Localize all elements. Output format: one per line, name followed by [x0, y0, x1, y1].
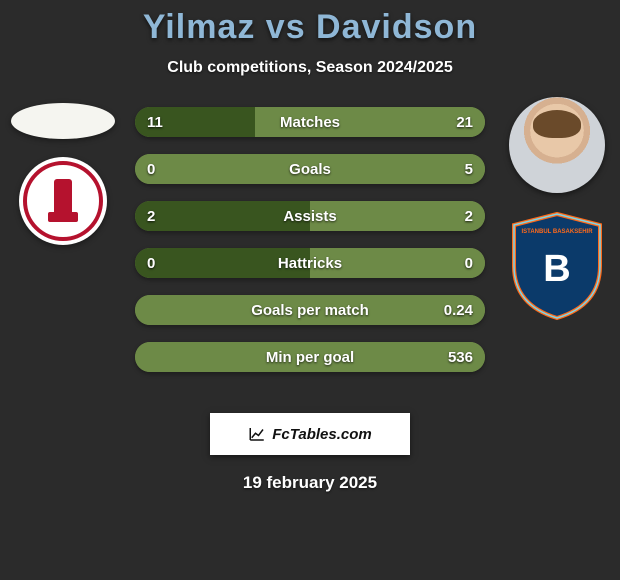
stat-row: 22Assists: [135, 201, 485, 231]
right-player-avatar: [509, 97, 605, 193]
stat-value-left: 0: [147, 255, 155, 272]
stat-value-left: 2: [147, 208, 155, 225]
stat-row: 05Goals: [135, 154, 485, 184]
page-subtitle: Club competitions, Season 2024/2025: [0, 59, 620, 77]
left-player-avatar: [11, 103, 115, 139]
stat-value-right: 5: [465, 161, 473, 178]
left-club-badge: [19, 157, 107, 245]
stat-value-right: 2: [465, 208, 473, 225]
svg-text:ISTANBUL BASAKSEHIR: ISTANBUL BASAKSEHIR: [521, 229, 593, 235]
branding-text: FcTables.com: [272, 426, 371, 443]
stat-fill-right: [135, 295, 485, 325]
right-player-column: B ISTANBUL BASAKSEHIR: [502, 97, 612, 321]
stat-fill-right: [310, 248, 485, 278]
footer-date: 19 february 2025: [0, 473, 620, 493]
stat-row: 00Hattricks: [135, 248, 485, 278]
stat-row: 536Min per goal: [135, 342, 485, 372]
stat-fill-left: [135, 248, 310, 278]
stat-value-right: 536: [448, 349, 473, 366]
stat-row: 1121Matches: [135, 107, 485, 137]
svg-text:B: B: [543, 248, 570, 290]
stat-value-left: 11: [147, 114, 163, 131]
comparison-bars: 1121Matches05Goals22Assists00Hattricks0.…: [135, 107, 485, 372]
stat-fill-right: [310, 201, 485, 231]
branding-badge: FcTables.com: [210, 413, 410, 455]
left-player-column: [8, 97, 118, 245]
stat-fill-left: [135, 201, 310, 231]
stat-value-right: 0: [465, 255, 473, 272]
stat-fill-right: [135, 342, 485, 372]
chart-icon: [248, 425, 266, 443]
stat-row: 0.24Goals per match: [135, 295, 485, 325]
stat-value-right: 21: [456, 114, 473, 131]
stat-value-right: 0.24: [444, 302, 473, 319]
stat-fill-right: [255, 107, 485, 137]
comparison-panel: B ISTANBUL BASAKSEHIR 1121Matches05Goals…: [0, 107, 620, 397]
page-title: Yilmaz vs Davidson: [0, 0, 620, 47]
right-club-badge: B ISTANBUL BASAKSEHIR: [507, 211, 607, 321]
stat-value-left: 0: [147, 161, 155, 178]
stat-fill-right: [135, 154, 485, 184]
